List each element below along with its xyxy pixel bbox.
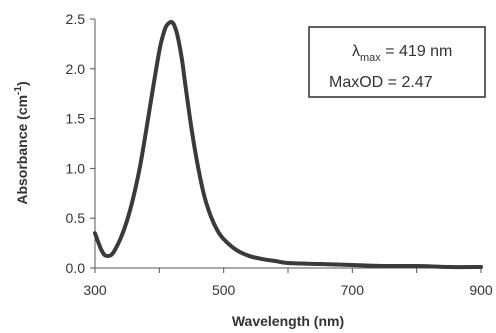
x-tick-label: 500	[212, 282, 236, 298]
y-axis-title-sup: -1	[13, 86, 24, 95]
y-axis-title: Absorbance (cm-1)	[13, 81, 30, 204]
lambda-subscript: max	[360, 52, 381, 64]
annotation-box: λmax = 419 nm MaxOD = 2.47	[308, 26, 486, 98]
y-tick-label: 0.0	[66, 260, 86, 276]
absorbance-series-line	[93, 19, 483, 270]
y-axis-title-base: Absorbance (cm	[14, 95, 30, 205]
series-layer	[93, 19, 483, 270]
annotation-border	[308, 26, 486, 98]
tick-labels: 0.0 0.5 1.0 1.5 2.0 2.5 300 500 700 900	[66, 11, 493, 298]
x-tick-label: 900	[469, 282, 493, 298]
y-tick-label: 2.5	[66, 11, 86, 27]
y-tick-label: 2.0	[66, 61, 86, 77]
lambda-symbol: λ	[352, 43, 360, 60]
x-axis-title: Wavelength (nm)	[232, 313, 344, 329]
lambda-value: = 419 nm	[381, 43, 453, 60]
x-tick-label: 300	[83, 282, 107, 298]
y-tick-label: 1.5	[66, 111, 86, 127]
lambda-max-label: λmax = 419 nm	[352, 43, 452, 64]
x-tick-label: 700	[341, 282, 365, 298]
y-tick-label: 0.5	[66, 210, 86, 226]
maxod-label: MaxOD = 2.47	[329, 74, 433, 91]
y-axis-title-end: )	[14, 81, 30, 86]
y-tick-label: 1.0	[66, 160, 86, 176]
